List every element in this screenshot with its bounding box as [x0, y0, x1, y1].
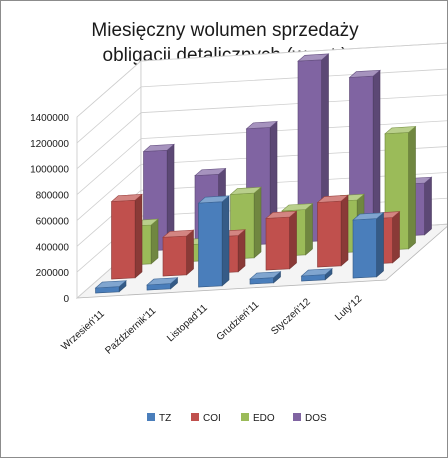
x-category-label: Grudzień'11 [215, 299, 262, 343]
bar-coi-5 [316, 194, 349, 268]
gridline [76, 146, 447, 221]
gridline [76, 120, 447, 195]
bar-front [198, 201, 223, 288]
bar-side [408, 125, 416, 250]
bar-top [348, 69, 381, 78]
legend-swatch-tz [147, 413, 155, 421]
bar-top [316, 194, 349, 203]
bar-top [142, 143, 175, 152]
bar-tz-2 [146, 277, 179, 291]
bar-front [162, 235, 187, 277]
bar-dos-4 [297, 53, 330, 243]
y-tick-label: 1200000 [30, 139, 69, 150]
legend-label-coi: COI [203, 413, 221, 424]
bar-top [281, 203, 314, 212]
gridline [76, 172, 447, 247]
bar-top [265, 210, 298, 219]
bar-side [340, 194, 349, 267]
bar-top [110, 193, 143, 202]
legend: TZ COI EDO DOS [147, 413, 327, 424]
bar-top [384, 126, 417, 135]
bar-top [229, 186, 262, 195]
bar-side [186, 229, 194, 276]
bar-front [111, 199, 136, 280]
gridline [76, 68, 447, 144]
bar-top [352, 212, 385, 221]
bar-tz-1 [94, 280, 127, 294]
bar-side [150, 218, 159, 265]
x-category-label: Styczeń'12 [269, 296, 313, 337]
gridline [76, 42, 447, 118]
bar-top [146, 277, 179, 286]
bar-front [265, 216, 291, 271]
y-tick-label: 800000 [36, 191, 70, 202]
x-category-label: Listopad'11 [165, 302, 210, 344]
bar-coi-1 [110, 193, 143, 280]
bar-side [289, 210, 297, 270]
gridline [76, 94, 447, 170]
bar-top [300, 268, 333, 277]
y-tick-label: 1000000 [30, 165, 69, 176]
y-tick-label: 0 [63, 294, 69, 305]
bar-top [245, 121, 278, 130]
bar-side [376, 212, 384, 278]
bar-front [352, 218, 378, 279]
x-category-label: Październik'11 [103, 305, 158, 356]
bar-tz-5 [300, 268, 333, 282]
bar-top [94, 280, 127, 289]
y-tick-label: 1400000 [30, 113, 69, 124]
bar-side [392, 210, 400, 264]
legend-label-edo: EDO [253, 413, 275, 424]
bar-side [237, 229, 246, 273]
bar-top [297, 53, 330, 62]
bar-side [253, 186, 262, 259]
y-tick-label: 400000 [36, 242, 70, 253]
bar-side [305, 202, 313, 256]
bar-side [134, 193, 143, 279]
bar-tz-3 [197, 195, 230, 288]
bar-tz-6 [352, 212, 385, 279]
y-tick-label: 600000 [36, 216, 70, 227]
chart-title-line-1: Miesięczny wolumen sprzedaży [91, 20, 359, 41]
bar-coi-2 [162, 229, 195, 277]
legend-label-tz: TZ [159, 413, 171, 424]
legend-label-dos: DOS [305, 413, 327, 424]
plot-area: 0 200000 400000 600000 800000 1000000 1200000 1… [30, 42, 447, 357]
bar-coi-4 [265, 210, 298, 271]
bar-top [197, 195, 230, 204]
legend-swatch-edo [241, 413, 249, 421]
bar-top [162, 229, 195, 238]
bar-top [249, 271, 282, 280]
legend-swatch-coi [191, 413, 199, 421]
x-category-label: Wrzesień'11 [59, 308, 107, 352]
legend-swatch-dos [293, 413, 301, 421]
x-category-label: Luty'12 [333, 293, 364, 323]
bar-side [424, 176, 432, 236]
y-tick-label: 200000 [36, 268, 70, 279]
bar-front [317, 200, 342, 268]
bar-tz-4 [249, 271, 282, 285]
bar-side [221, 195, 230, 287]
bar-top [194, 168, 227, 177]
